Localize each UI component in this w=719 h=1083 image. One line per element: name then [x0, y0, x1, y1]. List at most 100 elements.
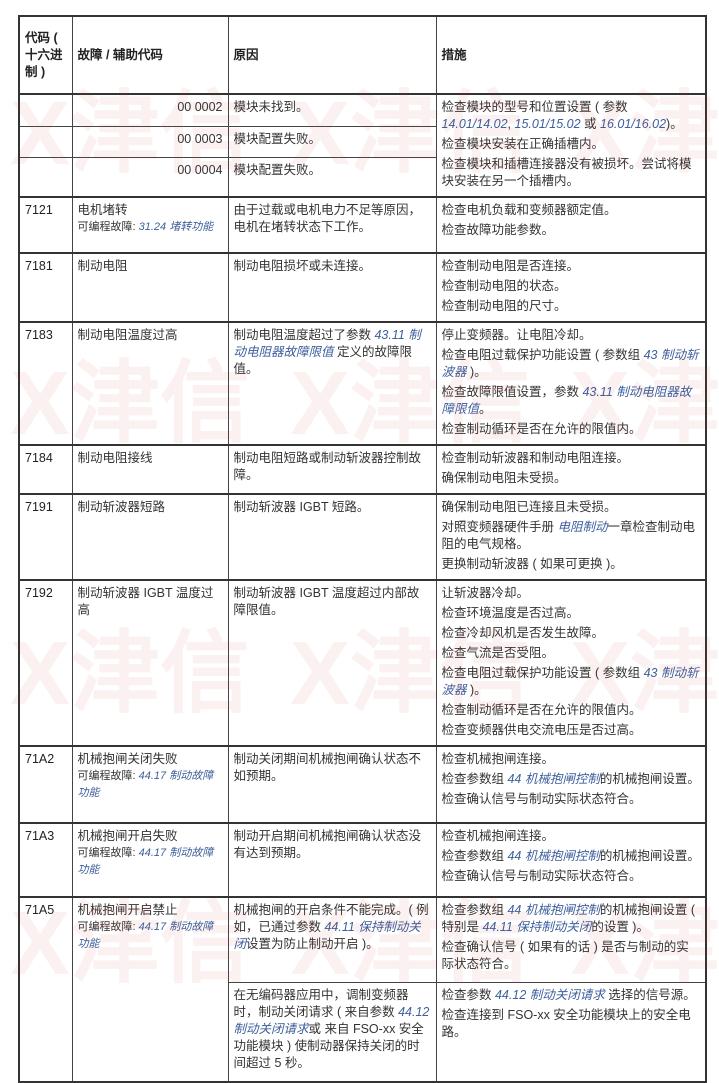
paragraph: 检查机械抱闸连接。 [442, 751, 701, 768]
paragraph: 制动斩波器 IGBT 温度超过内部故障限值。 [234, 585, 431, 619]
fault-code-cell [18, 92, 73, 127]
cause-cell: 制动关闭期间机械抱闸确认状态不如预期。 [227, 745, 437, 824]
text-segment: 检查参数组 [441, 903, 508, 917]
text-segment: 检查制动斩波器和制动电阻连接。 [441, 451, 630, 465]
text-segment: 检查连接到 FSO-xx 安全功能模块上的安全电路。 [441, 1007, 691, 1039]
paragraph: 模块配置失败。 [234, 162, 431, 179]
fault-name-cell: 制动电阻温度过高 [71, 321, 229, 446]
programmable-fault-note: 可编程故障: 44.17 制动故障功能 [78, 919, 223, 953]
text-segment: 一章检查制动电阻的电气规格。 [441, 520, 696, 551]
parameter-link[interactable]: 44 机械抱闸控制 [507, 849, 600, 863]
parameter-link[interactable]: 44.11 保持制动关闭 [482, 920, 592, 934]
fault-name-cell: 机械抱闸开启禁止 可编程故障: 44.17 制动故障功能 [71, 896, 229, 1083]
fault-name-cell: 制动斩波器 IGBT 温度过高 [71, 579, 229, 747]
fault-code-cell: 7121 [18, 196, 73, 254]
text-segment: 可编程故障: [77, 921, 139, 933]
parameter-link[interactable]: 16.01/16.02 [600, 117, 667, 131]
paragraph: 检查参数组 44 机械抱闸控制的机械抱闸设置。 [442, 771, 701, 788]
paragraph: 在无编码器应用中，调制变频器时，制动关闭请求 ( 来自参数 44.12 制动关闭… [234, 987, 431, 1072]
fault-name: 制动斩波器 IGBT 温度过高 [77, 586, 214, 617]
paragraph: 检查变频器供电交流电压是否过高。 [442, 722, 701, 739]
cause-cell: 模块配置失败。 [227, 125, 437, 159]
paragraph: 检查制动斩波器和制动电阻连接。 [442, 450, 701, 467]
parameter-link[interactable]: 44 机械抱闸控制 [507, 903, 600, 917]
table-row: 00 0004 模块配置失败。 [18, 157, 706, 198]
parameter-link[interactable]: 43.11 制动电阻器故障限值 [441, 385, 692, 416]
programmable-fault-note: 可编程故障: 44.17 制动故障功能 [78, 768, 223, 802]
table-row: 7121 电机堵转 可编程故障: 31.24 堵转功能 由于过载或电机电力不足等原因，… [18, 196, 707, 254]
paragraph: 停止变频器。让电阻冷却。 [442, 327, 701, 344]
paragraph: 检查模块和插槽连接器没有被损坏。尝试将模块安装在另一个插槽内。 [442, 156, 701, 190]
action-cell: 确保制动电阻已连接且未受损。 对照变频器硬件手册 电阻制动一章检查制动电阻的电气规… [435, 493, 707, 581]
text-segment: 可编程故障: [77, 221, 139, 233]
fault-code-table: 代码 ( 十六进制 ) 故障 / 辅助代码 原因 措施 00 0002 模块未找到… [18, 15, 707, 1083]
parameter-link[interactable]: 15.01/15.02 [514, 117, 581, 131]
action-cell: 检查机械抱闸连接。 检查参数组 44 机械抱闸控制的机械抱闸设置。 检查确认信号与制… [435, 745, 707, 824]
paragraph: 检查制动循环是否在允许的限值内。 [442, 702, 701, 719]
fault-name-cell: 制动电阻 [71, 252, 229, 323]
text-segment: 选择的信号源。 [604, 987, 696, 1002]
table-row: 7191 制动斩波器短路 制动斩波器 IGBT 短路。 确保制动电阻已连接且未受损。对… [18, 493, 707, 581]
parameter-link[interactable]: 44 机械抱闸控制 [507, 772, 600, 786]
paragraph: 制动关闭期间机械抱闸确认状态不如预期。 [234, 751, 431, 785]
paragraph: 检查制动电阻的状态。 [442, 278, 701, 295]
parameter-link[interactable]: 44.11 保持制动关闭 [233, 920, 421, 951]
parameter-link[interactable]: 43.11 制动电阻器故障限值 [233, 328, 421, 359]
table-row: 71A2 机械抱闸关闭失败 可编程故障: 44.17 制动故障功能 制动关闭期间机械抱… [18, 745, 707, 824]
text-segment: 检查制动循环是否在允许的限值内。 [441, 422, 642, 436]
cause-cell: 机械抱闸的开启条件不能完成。( 例如，已通过参数 44.11 保持制动关闭设置为… [227, 896, 437, 983]
fault-name-cell: 机械抱闸开启失败 可编程故障: 44.17 制动故障功能 [71, 822, 229, 898]
parameter-link[interactable]: 电阻制动 [557, 520, 608, 534]
table-row: 7181 制动电阻 制动电阻损坏或未连接。 检查制动电阻是否连接。 检查制动电阻的状态。… [18, 252, 707, 323]
fault-name-cell: 00 0004 [71, 157, 229, 198]
paragraph: 模块配置失败。 [234, 131, 431, 148]
text-segment: 定义的故障限值。 [233, 345, 413, 376]
paragraph: 更换制动斩波器 ( 如果可更换 )。 [442, 556, 701, 573]
fault-code-cell [18, 157, 73, 198]
parameter-link[interactable]: 44.17 制动故障功能 [77, 921, 214, 950]
header-fault: 故障 / 辅助代码 [71, 15, 229, 95]
action-cell: 检查电机负载和变频器额定值。 检查故障功能参数。 [435, 196, 707, 254]
text-segment: 检查机械抱闸连接。 [441, 752, 555, 766]
text-segment: )。 [466, 683, 487, 697]
parameter-link[interactable]: 14.01/14.02 [441, 117, 508, 131]
parameter-link[interactable]: 44.17 制动故障功能 [77, 770, 214, 799]
fault-name: 机械抱闸开启禁止 [77, 903, 178, 917]
parameter-link[interactable]: 43 制动斩波器 [441, 348, 699, 379]
action-cell: 停止变频器。让电阻冷却。检查电阻过载保护功能设置 ( 参数组 43 制动斩波器 … [435, 321, 707, 446]
paragraph: 检查机械抱闸连接。 [442, 828, 701, 845]
text-segment: 检查环境温度是否过高。 [441, 606, 580, 620]
parameter-link[interactable]: 43 制动斩波器 [441, 666, 699, 697]
fault-code-cell: 7191 [18, 493, 73, 581]
text-segment: 更换制动斩波器 ( 如果可更换 )。 [441, 557, 623, 571]
fault-code-cell [18, 125, 73, 159]
header-action: 措施 [435, 15, 707, 95]
text-segment: 检查参数 [441, 987, 495, 1002]
table-row: 00 0003 模块配置失败。 [18, 125, 706, 159]
fault-name: 机械抱闸开启失败 [77, 829, 178, 843]
fault-code-cell: 71A5 [18, 896, 73, 1083]
parameter-link[interactable]: 44.17 制动故障功能 [77, 847, 214, 876]
text-segment: 在无编码器应用中，调制变频器时，制动关闭请求 ( 来自参数 [233, 987, 409, 1019]
action-cell: 检查参数 44.12 制动关闭请求 选择的信号源。检查连接到 FSO-xx 安全… [435, 981, 707, 1083]
text-segment: 制动电阻短路或制动斩波器控制故障。 [233, 451, 422, 482]
cause-cell: 制动电阻温度超过了参数 43.11 制动电阻器故障限值 定义的故障限值。 [227, 321, 437, 446]
programmable-fault-note: 可编程故障: 31.24 堵转功能 [78, 219, 223, 236]
cause-cell: 在无编码器应用中，调制变频器时，制动关闭请求 ( 来自参数 44.12 制动关闭… [227, 981, 437, 1083]
text-segment: 检查制动电阻的状态。 [441, 279, 567, 293]
parameter-link[interactable]: 31.24 堵转功能 [138, 221, 214, 233]
parameter-link[interactable]: 44.12 制动关闭请求 [494, 987, 605, 1002]
text-segment: 停止变频器。让电阻冷却。 [441, 328, 592, 342]
fault-name: 制动电阻温度过高 [77, 328, 178, 342]
paragraph: 检查气流是否受阻。 [442, 645, 701, 662]
text-segment: )。 [666, 117, 683, 131]
cause-cell: 制动电阻短路或制动斩波器控制故障。 [227, 444, 437, 495]
text-segment: 检查模块和插槽连接器没有被损坏。尝试将模块安装在另一个插槽内。 [441, 157, 692, 188]
table-row: 7192 制动斩波器 IGBT 温度过高 制动斩波器 IGBT 温度超过内部故障限值… [18, 579, 707, 747]
text-segment: 确保制动电阻已连接且未受损。 [441, 500, 617, 514]
text-segment: 制动斩波器 IGBT 短路。 [233, 500, 370, 514]
paragraph: 检查电阻过载保护功能设置 ( 参数组 43 制动斩波器 )。 [442, 347, 701, 381]
action-cell: 检查制动斩波器和制动电阻连接。 确保制动电阻未受损。 [435, 444, 707, 495]
text-segment: )。 [466, 365, 487, 379]
text-segment: 确保制动电阻未受损。 [441, 471, 567, 485]
